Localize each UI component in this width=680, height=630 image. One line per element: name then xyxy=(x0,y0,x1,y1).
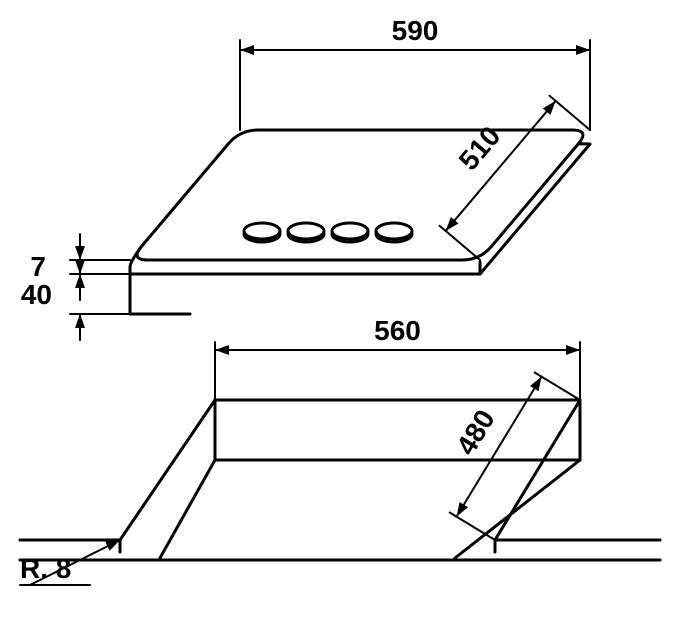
diagram-svg: 590510740560480R. 8 xyxy=(0,0,680,630)
dim-480: 480 xyxy=(450,404,501,460)
dimension-diagram: 590510740560480R. 8 xyxy=(0,0,680,630)
dim-560: 560 xyxy=(374,315,421,346)
cutout-rim xyxy=(120,400,580,540)
dim-7: 7 xyxy=(30,251,46,282)
dim-590: 590 xyxy=(392,15,439,46)
dim-r8: R. 8 xyxy=(20,553,71,584)
dim-40: 40 xyxy=(21,279,52,310)
